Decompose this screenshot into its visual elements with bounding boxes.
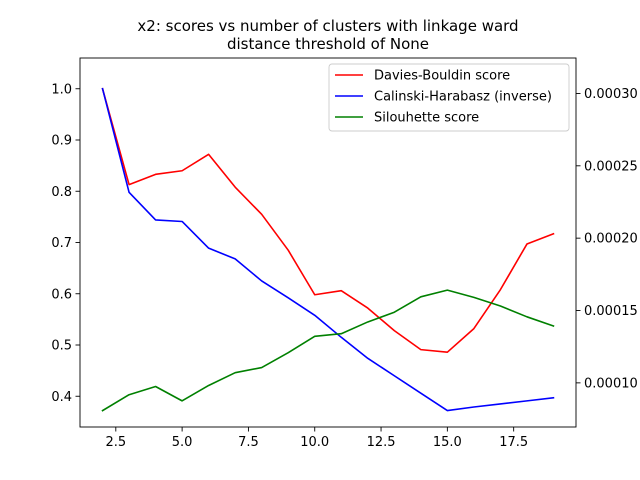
x-tick-label: 17.5 [499, 435, 528, 450]
x-tick-label: 10.0 [300, 435, 329, 450]
y-axis-right: 0.00010 0.00015 0.00020 0.00025 0.00030 [576, 87, 638, 391]
y2-tick-label: 0.00015 [584, 304, 638, 319]
x-tick-label: 15.0 [433, 435, 462, 450]
series-line-0 [101, 87, 555, 353]
x-tick-label: 12.5 [367, 435, 396, 450]
y-tick-label: 0.8 [51, 185, 72, 200]
y-tick-label: 0.6 [51, 287, 72, 302]
chart-title: x2: scores vs number of clusters with li… [137, 17, 518, 35]
legend-box [328, 63, 570, 132]
x-axis: 2.5 5.0 7.5 10.0 12.5 15.0 17.5 [105, 427, 528, 450]
y2-tick-label: 0.00010 [584, 376, 638, 391]
series-line-1 [101, 87, 555, 412]
y2-tick-label: 0.00030 [584, 87, 638, 102]
legend-label: Silouhette score [374, 111, 479, 126]
y-tick-label: 0.9 [51, 134, 72, 149]
y2-tick-label: 0.00020 [584, 232, 638, 247]
legend-label: Davies-Bouldin score [374, 69, 510, 84]
legend: Davies-Bouldin score Calinski-Harabasz (i… [328, 63, 570, 132]
legend-label: Calinski-Harabasz (inverse) [374, 90, 552, 105]
y-tick-label: 0.7 [51, 236, 72, 251]
x-tick-label: 7.5 [238, 435, 259, 450]
y-tick-label: 0.5 [51, 339, 72, 354]
series-line-2 [101, 289, 555, 412]
chart-subtitle: distance threshold of None [227, 35, 429, 53]
x-tick-label: 5.0 [172, 435, 193, 450]
y2-tick-label: 0.00025 [584, 159, 638, 174]
y-axis-left: 0.4 0.5 0.6 0.7 0.8 0.9 1.0 [51, 82, 80, 405]
y-tick-label: 1.0 [51, 82, 72, 97]
x-tick-label: 2.5 [105, 435, 126, 450]
plot-lines [101, 87, 555, 412]
y-tick-label: 0.4 [51, 390, 72, 405]
